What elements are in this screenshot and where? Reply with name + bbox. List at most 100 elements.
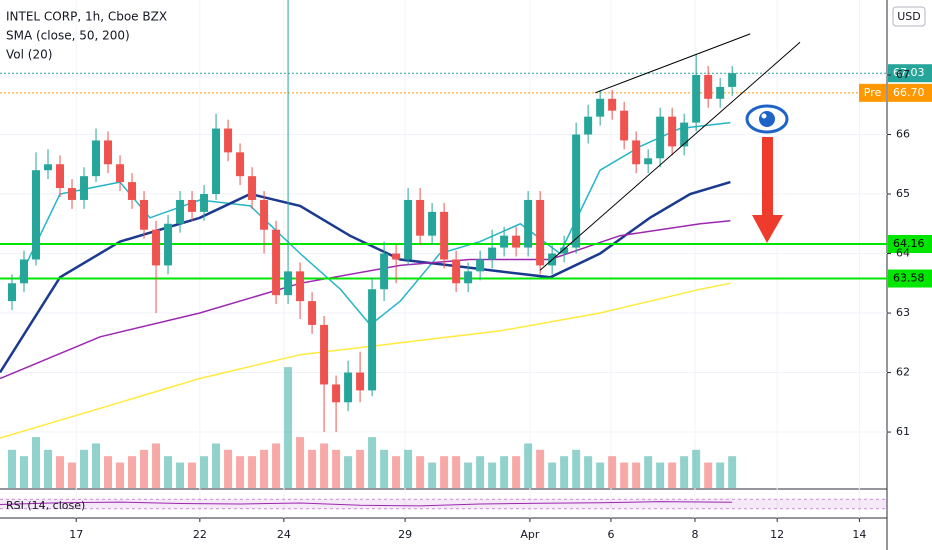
candle-body: [488, 247, 497, 260]
volume-bar: [188, 462, 197, 488]
volume-bar: [164, 456, 173, 488]
price-label-box: [888, 64, 932, 83]
trendline: [539, 41, 801, 271]
volume-bar: [32, 437, 41, 488]
volume-bar: [548, 462, 557, 488]
candle-body: [596, 98, 605, 117]
candle-body: [620, 110, 629, 141]
volume-bar: [728, 456, 737, 488]
candle-body: [644, 158, 653, 165]
candle-body: [380, 253, 389, 290]
candle-body: [44, 164, 53, 171]
rsi-label: RSI (14, close): [6, 499, 85, 512]
volume-bar: [176, 462, 185, 488]
volume-bar: [584, 456, 593, 488]
candle-body: [176, 199, 185, 224]
candle-body: [308, 301, 317, 325]
candle-body: [452, 259, 461, 284]
candle-body: [212, 128, 221, 195]
volume-bar: [560, 456, 569, 488]
volume-bar: [524, 443, 533, 488]
volume-bar: [212, 443, 221, 488]
down-arrow: [752, 137, 783, 243]
volume-bar: [440, 456, 449, 488]
volume-bar: [476, 456, 485, 488]
candle-body: [524, 199, 533, 248]
price-label: 63.58: [893, 272, 925, 285]
volume-bar: [488, 462, 497, 488]
price-label-box: [888, 83, 932, 102]
currency-box[interactable]: [892, 6, 926, 27]
candle-body: [224, 128, 233, 153]
overlay: 67.03 66.70 Pre 64.16 63.58 RSI (14, close): [6, 33, 932, 512]
candle-body: [128, 182, 137, 200]
volume-bar: [356, 449, 365, 488]
plot: [0, 0, 887, 510]
candle-body: [272, 229, 281, 296]
volume-bar: [8, 449, 17, 488]
candle-body: [332, 384, 341, 403]
volume-bar: [392, 456, 401, 488]
sma-line: [0, 282, 731, 439]
price-label-box: [888, 235, 932, 253]
candle-body: [344, 372, 353, 403]
volume-bar: [668, 462, 677, 488]
sma-line: [0, 180, 731, 374]
volume-bar: [44, 449, 53, 488]
x-tick-label: 6: [607, 528, 614, 541]
candle-body: [8, 283, 17, 302]
candle-body: [440, 211, 449, 260]
y-tick-label: 62: [896, 366, 910, 379]
volume-bar: [284, 367, 293, 488]
candle-body: [572, 134, 581, 248]
price-label: 64.16: [893, 237, 925, 250]
candle-body: [296, 271, 305, 302]
price-label: 67.03: [893, 66, 925, 79]
volume-bar: [344, 456, 353, 488]
candle-body: [512, 235, 521, 248]
y-tick-label: 65: [896, 187, 910, 200]
volume-bar: [68, 462, 77, 488]
candle-body: [32, 170, 41, 260]
volume-bar: [308, 449, 317, 488]
volume-bar: [128, 456, 137, 488]
currency[interactable]: USD: [897, 10, 921, 23]
volume-bar: [260, 449, 269, 488]
candle-body: [284, 271, 293, 296]
candle-body: [20, 259, 29, 284]
candle-body: [200, 194, 209, 212]
volume-bar: [56, 456, 65, 488]
volume-bar: [632, 462, 641, 488]
candle-body: [500, 235, 509, 248]
x-tick-label: 17: [69, 528, 83, 541]
candle-body: [476, 259, 485, 272]
x-tick-label: 8: [691, 528, 698, 541]
candle-body: [392, 253, 401, 260]
volume-bar: [272, 443, 281, 488]
volume-bar: [512, 456, 521, 488]
volume-bar: [236, 456, 245, 488]
candle-body: [668, 116, 677, 147]
candle-body: [560, 247, 569, 254]
volume-bar: [692, 449, 701, 488]
candle-body: [80, 176, 89, 200]
volume-bar: [20, 456, 29, 488]
x-tick-label: 29: [398, 528, 412, 541]
indicator-label: Vol (20): [6, 48, 52, 62]
price-tag-box: [859, 83, 886, 102]
x-tick-label: Apr: [520, 528, 540, 541]
y-tick-label: 63: [896, 306, 910, 319]
candle-body: [728, 73, 737, 87]
candle-body: [116, 164, 125, 183]
volume-bar: [452, 456, 461, 488]
volume-bar: [116, 462, 125, 488]
candle-body: [104, 140, 113, 165]
candle-body: [152, 229, 161, 266]
volume-bar: [572, 449, 581, 488]
candle-body: [608, 98, 617, 111]
y-tick-label: 66: [896, 127, 910, 140]
indicator-label: SMA (close, 50, 200): [6, 29, 130, 43]
y-tick-label: 64: [896, 247, 910, 260]
candle-body: [692, 74, 701, 123]
